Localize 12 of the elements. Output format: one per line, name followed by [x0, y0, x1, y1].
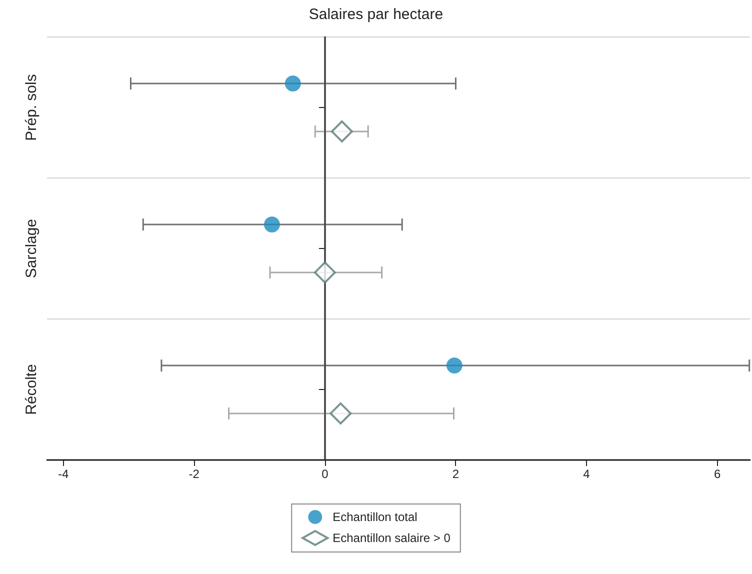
- x-tick-label: -2: [188, 467, 200, 481]
- y-tick-label: Récolte: [23, 364, 40, 415]
- y-tick-label: Prép. sols: [23, 74, 40, 141]
- x-tick-label: -4: [58, 467, 70, 481]
- legend-label: Echantillon salaire > 0: [332, 531, 451, 545]
- x-tick-label: 4: [583, 467, 590, 481]
- x-tick-label: 2: [452, 467, 460, 481]
- y-tick-label: Sarclage: [23, 218, 40, 278]
- x-tick-label: 0: [322, 467, 329, 481]
- legend-label: Echantillon total: [332, 510, 418, 524]
- chart-title: Salaires par hectare: [308, 6, 444, 23]
- x-tick-label: 6: [714, 467, 721, 481]
